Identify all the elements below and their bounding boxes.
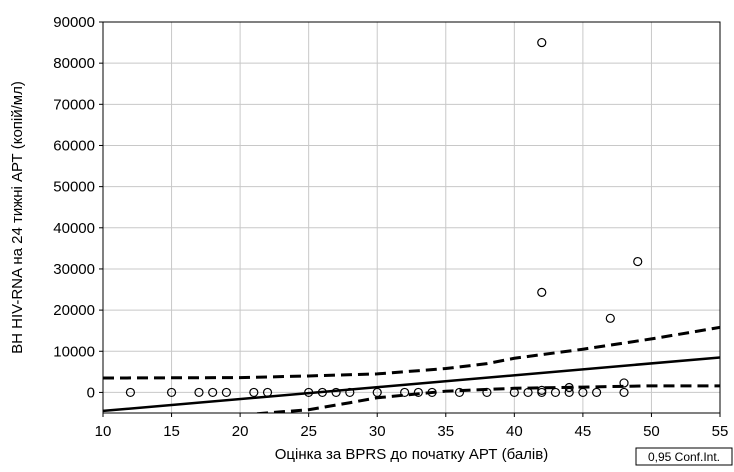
y-tick-label: 60000 — [53, 137, 95, 154]
data-point — [454, 387, 465, 398]
data-point — [317, 387, 327, 398]
data-point — [400, 387, 410, 398]
data-point — [345, 387, 355, 398]
x-tick-label: 10 — [95, 423, 112, 440]
data-point — [372, 387, 382, 398]
legend-text: 0,95 Conf.Int. — [648, 450, 720, 464]
y-tick-label: 20000 — [53, 302, 95, 319]
x-tick-label: 15 — [163, 423, 180, 440]
y-axis-label: ВН HIV-RNA на 24 тижні АРТ (копій/мл) — [9, 81, 26, 354]
y-tick-label: 30000 — [53, 261, 95, 278]
data-point — [619, 378, 629, 388]
data-point — [166, 387, 177, 398]
data-point — [125, 387, 136, 398]
legend: 0,95 Conf.Int. — [635, 447, 733, 466]
confidence-lower-line — [247, 384, 720, 413]
data-point — [564, 382, 574, 393]
data-point — [413, 387, 423, 398]
legend-box — [635, 447, 733, 466]
data-point — [619, 387, 629, 398]
y-tick-label: 50000 — [53, 179, 95, 196]
data-point — [208, 387, 218, 398]
confidence-upper-line — [103, 325, 720, 380]
data-point — [578, 387, 588, 398]
regression-line — [103, 356, 720, 413]
x-tick-label: 45 — [575, 423, 592, 440]
data-point — [523, 387, 533, 398]
data-point — [221, 387, 231, 398]
y-tick-label: 0 — [87, 384, 95, 401]
data-point — [605, 313, 615, 323]
data-point — [482, 387, 492, 398]
x-axis-label: Оцінка за BPRS до початку АРТ (балів) — [275, 446, 548, 463]
data-point — [537, 385, 547, 395]
x-tick-label: 20 — [232, 423, 249, 440]
y-tick-label: 80000 — [53, 55, 95, 72]
data-point — [537, 37, 547, 48]
data-point — [194, 387, 204, 398]
data-point — [249, 387, 259, 398]
x-tick-label: 25 — [300, 423, 317, 440]
y-tick-label: 70000 — [53, 96, 95, 113]
x-tick-label: 55 — [712, 423, 729, 440]
tick-layer: 10 15 20 25 30 35 40 45 50 55 0 10000 20000 30000 4000… — [53, 14, 728, 440]
y-tick-label: 10000 — [53, 343, 95, 360]
y-tick-label: 90000 — [53, 14, 95, 31]
x-tick-label: 50 — [643, 423, 660, 440]
x-tick-label: 35 — [437, 423, 454, 440]
data-point — [550, 387, 561, 398]
data-point — [564, 387, 574, 398]
data-layer — [103, 37, 720, 413]
grid-layer — [102, 21, 721, 413]
data-point — [537, 287, 547, 298]
data-point — [591, 387, 602, 398]
x-tick-label: 40 — [506, 423, 523, 440]
data-point — [633, 256, 643, 267]
x-tick-label: 30 — [369, 423, 386, 440]
data-point — [509, 387, 519, 398]
plot-frame — [102, 21, 721, 414]
data-point — [427, 387, 437, 398]
y-tick-label: 40000 — [53, 220, 95, 237]
data-point — [304, 387, 314, 398]
data-point — [262, 387, 273, 398]
data-point — [331, 387, 341, 398]
